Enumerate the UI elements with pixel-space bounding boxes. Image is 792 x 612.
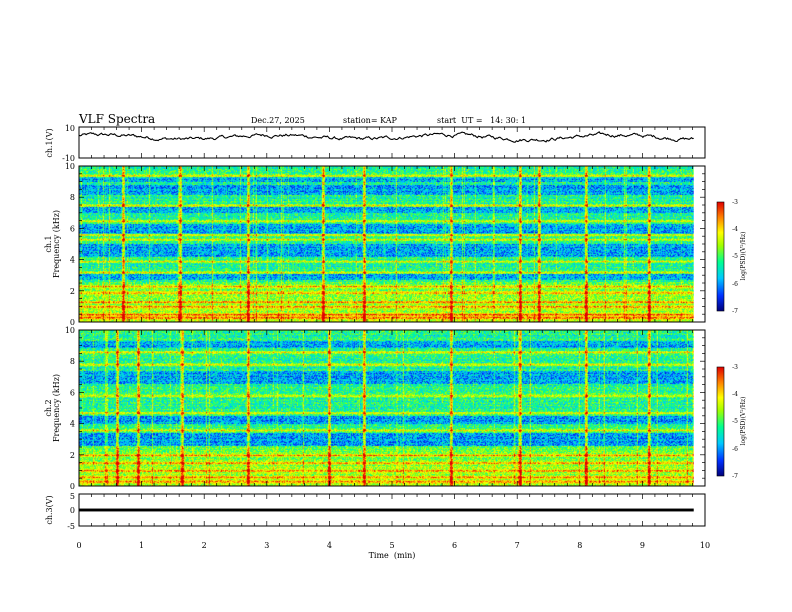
ch2-colorbar-tick-m4: -4 — [732, 391, 738, 398]
ch1-colorbar-label: log(PSD)(V²/Hz) — [740, 232, 747, 281]
time-tick-label-0: 0 — [76, 541, 81, 550]
ch1-label: ch.1 — [44, 235, 53, 252]
ch1-freq-tick-label-0: 0 — [70, 318, 75, 327]
ch1-colorbar-tick-m7: -7 — [732, 308, 738, 315]
ch1-spectrogram-panel: 0 2 4 6 8 10 ch.1 Frequency (kHz) -3 -4 -5 -6… — [44, 162, 747, 327]
ch2-colorbar — [716, 366, 725, 477]
ch2-colorbar-label: log(PSD)(V²/Hz) — [740, 397, 747, 446]
ch3-waveform-panel: 5 0 -5 ch.3(V) — [45, 492, 706, 531]
ch1-frequency-ylabel: Frequency (kHz) — [52, 210, 61, 278]
time-tick-label-4: 4 — [327, 541, 332, 550]
ch1-colorbar-tick-m6: -6 — [732, 281, 738, 288]
time-tick-label-9: 9 — [640, 541, 645, 550]
time-tick-label-7: 7 — [515, 541, 520, 550]
ch1-freq-tick-label-2: 2 — [70, 287, 75, 296]
ch2-colorbar-tick-m5: -5 — [732, 418, 738, 425]
ch1-waveform-panel: 10 -10 ch.1(V) — [45, 124, 706, 163]
ch3-waveform-xticks — [78, 494, 706, 526]
time-tick-label-1: 1 — [139, 541, 144, 550]
ch1-spectrogram-image — [79, 166, 694, 322]
ch2-freq-tick-label-10: 10 — [65, 326, 75, 335]
time-tick-label-2: 2 — [202, 541, 207, 550]
ch1-spectrogram-xticks — [78, 166, 706, 322]
ch3-waveform-ylabel: ch.3(V) — [45, 495, 54, 524]
ch2-label: ch.2 — [44, 399, 53, 416]
ch1-ytick-bottom: -10 — [62, 154, 75, 163]
ch1-waveform-xticks — [78, 127, 706, 158]
ch1-freq-tick-label-4: 4 — [70, 256, 75, 265]
ch3-ytick-m5: -5 — [67, 522, 75, 531]
ch2-spectrogram-yticks: 0 2 4 6 8 10 — [65, 326, 705, 491]
ch1-freq-tick-label-6: 6 — [70, 224, 75, 233]
ch1-colorbar-tick-m5: -5 — [732, 253, 738, 260]
ch2-spectrogram-image — [79, 330, 694, 486]
time-axis-label: Time (min) — [369, 551, 416, 560]
ch2-freq-tick-label-8: 8 — [70, 357, 75, 366]
ch1-ytick-top: 10 — [65, 124, 75, 133]
time-tick-label-8: 8 — [577, 541, 582, 550]
ch1-freq-tick-label-8: 8 — [70, 193, 75, 202]
ch2-colorbar-tick-m6: -6 — [732, 446, 738, 453]
ch2-freq-tick-label-6: 6 — [70, 388, 75, 397]
ch3-ytick-0: 0 — [70, 506, 75, 515]
time-axis-tick-labels: 0 1 2 3 4 5 6 7 8 9 10 — [76, 541, 710, 550]
date-label: Dec.27, 2025 — [251, 116, 305, 125]
ch1-colorbar-tick-m4: -4 — [732, 226, 738, 233]
time-tick-label-6: 6 — [452, 541, 457, 550]
ch2-freq-tick-label-2: 2 — [70, 451, 75, 460]
ch2-spectrogram-panel: 0 2 4 6 8 10 ch.2 Frequency (kHz) -3 -4 -5 -6… — [44, 326, 747, 491]
time-tick-label-3: 3 — [264, 541, 269, 550]
ch2-colorbar-tick-m3: -3 — [732, 364, 738, 371]
ch1-freq-tick-label-10: 10 — [65, 162, 75, 171]
start-time-label: start UT = 14: 30: 1 — [437, 116, 526, 125]
ch1-waveform-line — [78, 131, 694, 143]
figure-title: VLF Spectra — [78, 112, 155, 126]
time-tick-label-10: 10 — [700, 541, 710, 550]
ch1-colorbar — [716, 201, 725, 312]
ch1-waveform-ylabel: ch.1(V) — [45, 128, 54, 157]
station-label: station= KAP — [343, 116, 398, 125]
ch1-spectrogram-yticks: 0 2 4 6 8 10 — [65, 162, 705, 327]
ch2-freq-tick-label-4: 4 — [70, 420, 75, 429]
time-tick-label-5: 5 — [389, 541, 394, 550]
ch2-freq-tick-label-0: 0 — [70, 482, 75, 491]
ch2-frequency-ylabel: Frequency (kHz) — [52, 374, 61, 442]
ch1-colorbar-tick-m3: -3 — [732, 199, 738, 206]
ch3-waveform-trace — [79, 508, 694, 512]
ch2-spectrogram-xticks — [78, 330, 706, 486]
ch3-ytick-5: 5 — [70, 492, 75, 501]
ch2-colorbar-tick-m7: -7 — [732, 473, 738, 480]
